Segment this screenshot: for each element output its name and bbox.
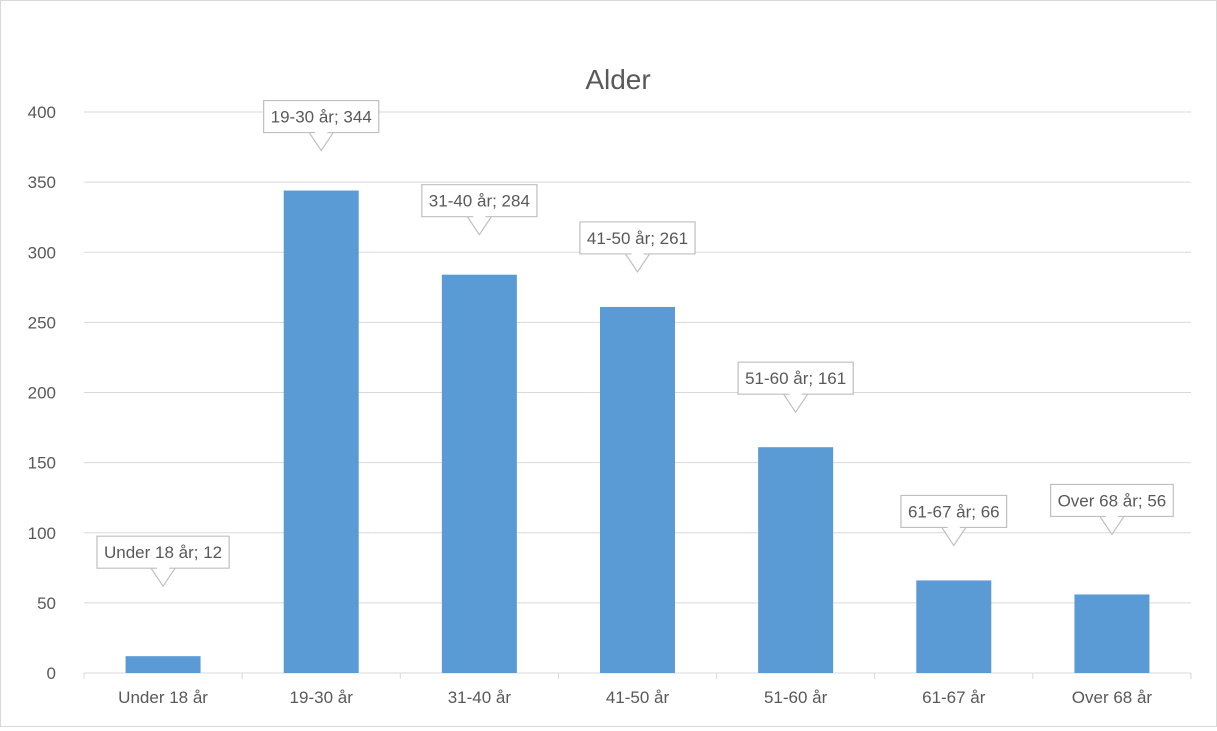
x-tick-label: 19-30 år: [290, 688, 354, 707]
x-tick-label: 31-40 år: [448, 688, 512, 707]
data-label: Under 18 år; 12: [96, 535, 230, 588]
y-tick-label: 100: [28, 524, 56, 543]
x-tick-label: 61-67 år: [922, 688, 986, 707]
data-label-text: 61-67 år; 66: [908, 502, 1000, 521]
x-tick-label: Over 68 år: [1072, 688, 1153, 707]
data-label: 61-67 år; 66: [900, 494, 1008, 547]
data-label-callout: [579, 221, 696, 274]
x-tick-label: 41-50 år: [606, 688, 670, 707]
data-label-text: 31-40 år; 284: [429, 192, 530, 211]
x-axis-ticks: Under 18 år 19-30 år 31-40 år 41-50 år 51-60…: [118, 688, 1152, 707]
data-label-text: 19-30 år; 344: [271, 108, 372, 127]
y-tick-label: 50: [37, 594, 56, 613]
bars: [125, 190, 1150, 674]
data-label: 19-30 år; 344: [263, 99, 380, 152]
data-label-text: 51-60 år; 161: [745, 369, 846, 388]
data-label-callout: [96, 535, 230, 588]
y-tick-label: 350: [28, 173, 56, 192]
data-label: Over 68 år; 56: [1049, 483, 1174, 536]
data-label-text: Under 18 år; 12: [104, 543, 222, 562]
y-tick-label: 150: [28, 454, 56, 473]
bar: [916, 580, 992, 673]
y-tick-label: 250: [28, 313, 56, 332]
data-label-callout: [737, 361, 854, 414]
data-label: 51-60 år; 161: [737, 361, 854, 414]
data-label-callout: [263, 99, 380, 152]
y-axis-ticks: 0 50 100 150 200 250 300 350 400: [28, 103, 56, 683]
data-label-callout: [900, 494, 1008, 547]
data-label: 41-50 år; 261: [579, 221, 696, 274]
x-tick-label: 51-60 år: [764, 688, 828, 707]
data-label-text: Over 68 år; 56: [1058, 491, 1167, 510]
bar: [600, 306, 675, 673]
data-label-callout: [1049, 483, 1174, 536]
chart-title: Alder: [585, 64, 650, 95]
bar: [125, 656, 201, 673]
data-label-callout: [421, 184, 538, 236]
x-tick-label: Under 18 år: [118, 688, 208, 707]
bar: [1074, 594, 1150, 673]
bar: [758, 447, 834, 673]
y-tick-label: 400: [28, 103, 56, 122]
data-label-text: 41-50 år; 261: [587, 229, 688, 248]
y-tick-label: 300: [28, 243, 56, 262]
bar: [441, 274, 517, 673]
y-tick-label: 0: [47, 664, 56, 683]
bar: [283, 190, 359, 674]
data-label: 31-40 år; 284: [421, 184, 538, 236]
data-labels: Under 18 år; 12 19-30 år; 344 31-40 år; 28…: [96, 99, 1174, 588]
y-tick-label: 200: [28, 384, 56, 403]
